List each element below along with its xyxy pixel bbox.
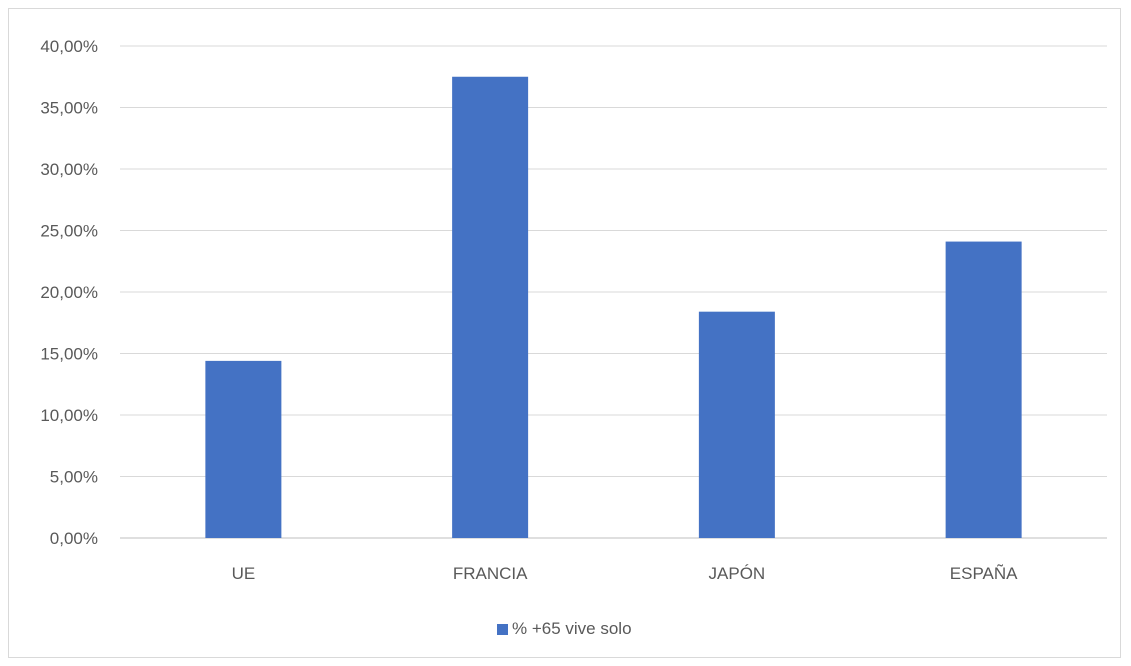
y-tick-label: 0,00%: [50, 529, 98, 548]
x-tick-label: ESPAÑA: [950, 564, 1018, 583]
y-tick-label: 35,00%: [40, 99, 98, 118]
y-tick-label: 25,00%: [40, 222, 98, 241]
bar-japón: [698, 311, 775, 538]
bars: [205, 76, 1022, 538]
y-tick-label: 10,00%: [40, 406, 98, 425]
y-tick-label: 5,00%: [50, 468, 98, 487]
legend-label: % +65 vive solo: [512, 619, 632, 638]
y-tick-label: 20,00%: [40, 283, 98, 302]
x-axis-ticks: UE FRANCIA JAPÓN ESPAÑA: [232, 564, 1019, 583]
x-tick-label: FRANCIA: [453, 564, 528, 583]
chart-area: [8, 8, 1121, 658]
y-tick-label: 40,00%: [40, 37, 98, 56]
x-tick-label: UE: [232, 564, 256, 583]
y-tick-label: 15,00%: [40, 345, 98, 364]
bar-francia: [452, 76, 529, 538]
x-tick-label: JAPÓN: [709, 564, 766, 583]
legend-swatch: [497, 623, 508, 635]
legend: % +65 vive solo: [497, 619, 632, 639]
bar-españa: [945, 241, 1022, 538]
y-axis-ticks: 0,00% 5,00% 10,00% 15,00% 20,00% 25,00% 30,00%…: [40, 37, 98, 548]
y-tick-label: 30,00%: [40, 160, 98, 179]
bar-ue: [205, 360, 282, 538]
gridlines: [120, 45, 1107, 539]
